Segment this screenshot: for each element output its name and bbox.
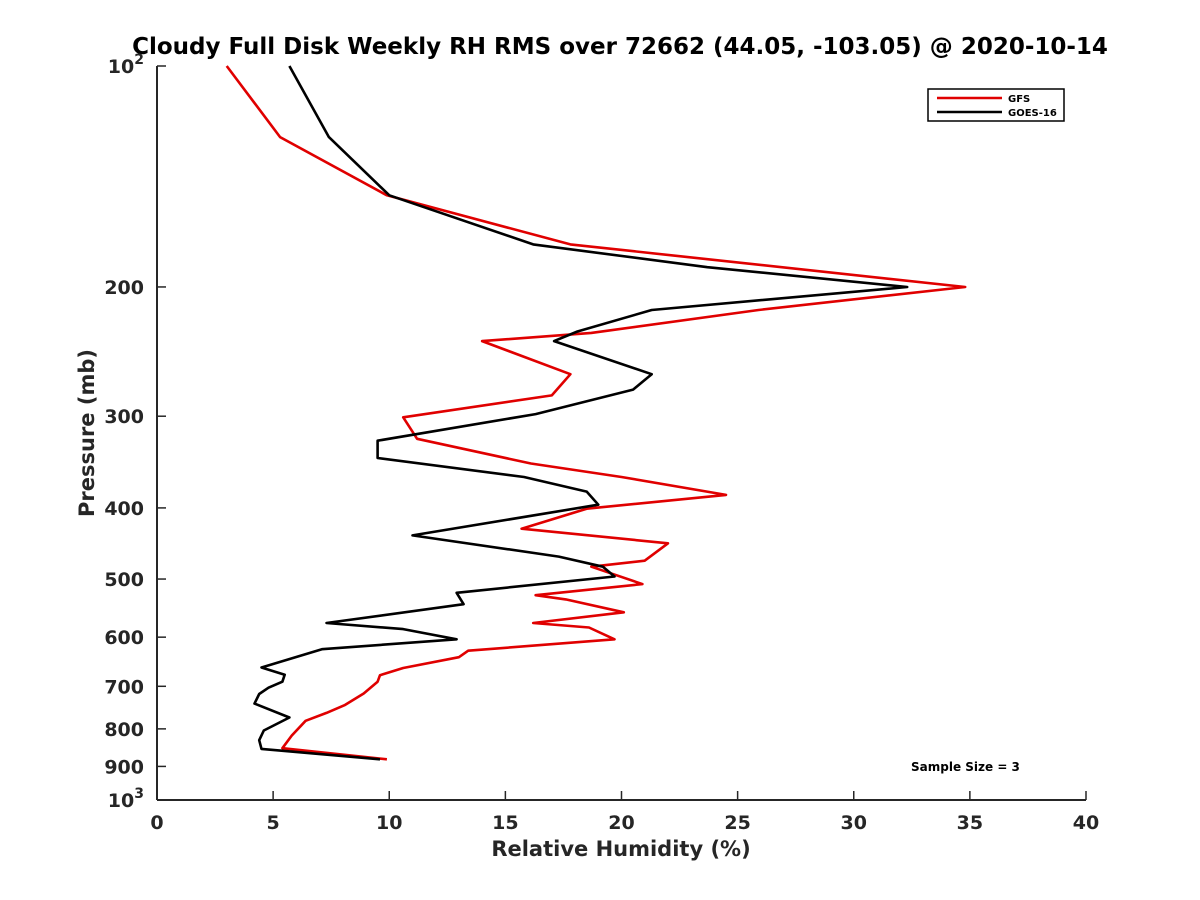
sample-size-annotation: Sample Size = 3 — [911, 760, 1020, 774]
x-axis-label: Relative Humidity (%) — [491, 837, 750, 861]
chart-title: Cloudy Full Disk Weekly RH RMS over 7266… — [132, 34, 1108, 60]
x-tick-label: 20 — [608, 812, 634, 834]
x-tick-label: 5 — [267, 812, 280, 834]
y-tick-label: 600 — [104, 627, 144, 649]
x-tick-label: 25 — [724, 812, 750, 834]
x-tick-label: 30 — [841, 812, 867, 834]
y-tick-label: 800 — [104, 719, 144, 741]
legend-box — [927, 88, 1065, 122]
y-tick-label: 400 — [104, 498, 144, 520]
y-tick-label: 900 — [104, 756, 144, 778]
y-tick-label: 200 — [104, 277, 144, 299]
series-group — [225, 65, 967, 761]
series-line-goes-16 — [253, 65, 909, 761]
y-axis-ticks: 102 200 300 400 500 600 700 800 900 103 — [104, 52, 166, 812]
y-tick-label: 500 — [104, 569, 144, 591]
legend: GFS GOES-16 — [927, 88, 1065, 122]
x-tick-label: 40 — [1073, 812, 1099, 834]
y-tick-label: 103 — [108, 786, 144, 812]
x-tick-label: 0 — [150, 812, 163, 834]
series-line-gfs — [225, 65, 967, 761]
y-tick-label: 102 — [108, 52, 144, 78]
x-tick-label: 15 — [492, 812, 518, 834]
legend-label: GFS — [1008, 94, 1030, 105]
x-tick-label: 35 — [957, 812, 983, 834]
y-tick-label: 300 — [104, 406, 144, 428]
x-tick-label: 10 — [376, 812, 402, 834]
y-axis-label: Pressure (mb) — [75, 349, 99, 517]
legend-label: GOES-16 — [1008, 108, 1057, 119]
y-tick-label: 700 — [104, 676, 144, 698]
x-axis-ticks: 0 5 10 15 20 25 30 35 40 — [150, 791, 1099, 834]
